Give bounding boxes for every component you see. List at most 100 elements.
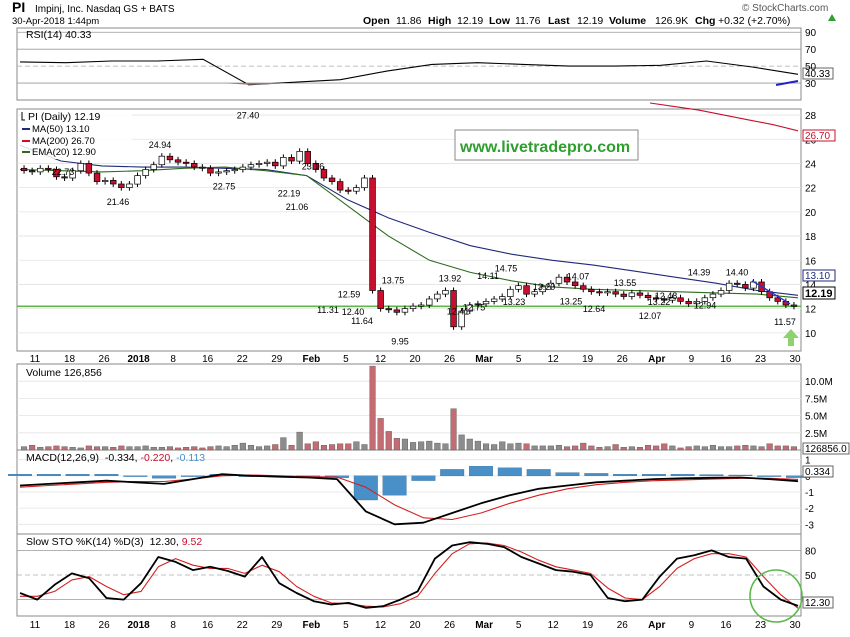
x-tick-label: 19 [582,354,594,365]
price-annotation: 12.40 [342,307,365,317]
macd-hist-bar [36,474,61,476]
x-tick-label: 16 [720,620,732,631]
volume-bar [782,445,789,451]
x-tick-label: 11 [30,620,41,631]
volume-bar [85,445,92,451]
last-value: 12.19 [577,15,603,27]
candle-up [499,296,506,300]
macd-chart [8,459,810,526]
candle-up [474,303,482,306]
candle-up [150,164,157,170]
candle-up [101,180,109,182]
price-annotation: 14.75 [495,263,518,273]
bottom-x-axis: 11 18 26 2018 8 16 22 29 Feb 5 12 20 26 Mar 5 12 19 26 Apr… [30,620,801,631]
candle-down [53,169,60,178]
rsi-tick-label: 50 [805,62,817,73]
candle-down [734,282,741,285]
price-x-axis: 11 18 26 2018 8 16 22 29 Feb 5 12 20 26 Mar 5 12 19 26 Apr… [30,354,801,365]
candle-up [361,177,368,189]
volume-bar [256,446,263,451]
volume-bar [450,408,457,451]
price-annotation: 13.22 [648,297,671,307]
sto-tick-label: 80 [805,546,817,557]
volume-bar [312,441,319,451]
macd-hist-bar [526,469,551,477]
price-tick-label: 24 [805,159,817,170]
price-legend: PI (Daily) 12.19 MA(50) 13.10 MA(200) 26… [20,111,132,159]
x-tick-label: 5 [516,620,522,631]
price-annotation: 13.75 [382,276,405,286]
candle-down [312,163,320,170]
x-tick-label: 26 [444,354,456,365]
candle-up [223,170,230,173]
volume-bar [247,445,255,451]
candle-down [661,298,668,301]
candle-up [725,282,733,291]
volume-bar [174,447,182,451]
volume-bar [701,446,708,451]
macd-hist-bar [353,475,378,501]
candle-up [247,164,255,168]
price-annotation: 11.64 [351,316,373,326]
macd-hist-bar [65,474,90,476]
volume-bar [669,445,676,451]
x-tick-label: Mar [475,620,493,631]
ma50-legend: MA(50) 13.10 [32,124,90,135]
volume-bar [434,442,441,451]
price-annotation: 12.07 [639,311,662,321]
low-value: 11.76 [515,15,541,27]
x-tick-label: 16 [720,354,732,365]
highlight-circle [749,569,803,623]
high-value: 12.19 [457,15,483,27]
macd-hist-bar [728,474,753,476]
price-annotation: 13.23 [503,297,526,307]
volume-bar [661,443,668,451]
candle-down [336,181,344,191]
price-tick-label: 22 [805,184,817,195]
volume-bar [483,443,490,451]
candle-up [215,171,222,174]
x-tick-label: 22 [237,354,249,365]
x-tick-label: 2018 [127,354,150,365]
price-annotation: 22.75 [213,182,236,192]
macd-hist-bar [613,474,638,476]
volume-bar [653,445,660,451]
volume-bar [69,447,76,451]
candle-down [685,301,692,305]
volume-bar [685,446,692,451]
volume-bar [742,445,749,451]
price-annotation: 13.20 [533,282,556,292]
candle-up [77,163,84,172]
x-tick-label: 5 [343,620,349,631]
price-annotation: 22.73 [52,167,75,177]
candle-up [417,304,425,307]
candle-up [426,298,433,306]
macd-hist-bar [757,475,782,477]
volume-bar [774,445,781,451]
volume-bar [207,446,214,451]
price-legend-title: PI (Daily) 12.19 [28,111,101,123]
rsi-value-tag-box [802,67,834,80]
volume-bar [572,445,579,451]
volume-bar [320,445,328,451]
price-annotation: 27.40 [237,110,260,120]
volume-bar [410,442,417,451]
volume-bar [507,443,514,451]
x-tick-label: 16 [202,354,214,365]
volume-bar [515,442,522,451]
price-tick-label: 28 [805,111,817,122]
volume-bar [418,441,425,451]
price-grid [17,114,801,334]
macd-hist-bar [584,473,609,476]
candle-up [555,276,563,284]
volume-chart [17,365,801,451]
volume-bar [183,447,190,451]
x-tick-label: 18 [64,620,76,631]
volume-bar [426,440,433,451]
volume-bar [523,443,530,451]
macd-hist-bar [699,474,724,477]
candle-up [239,166,247,170]
x-tick-label: 18 [64,354,76,365]
candle-up [701,297,709,302]
x-tick-label: Apr [648,354,665,365]
